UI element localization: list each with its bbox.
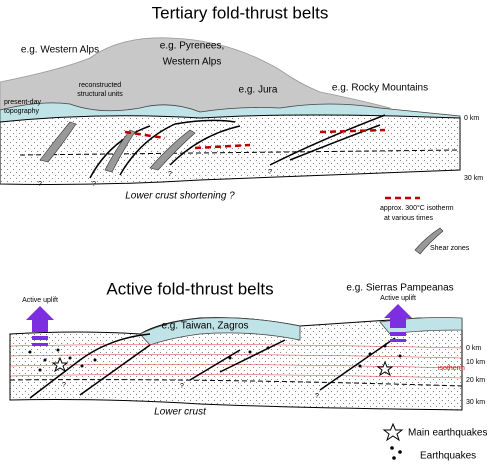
title: Tertiary fold-thrust belts	[152, 3, 329, 22]
uplift-label: Active uplift	[380, 295, 416, 302]
depth-label: 10 km	[466, 359, 485, 366]
sediment-wedge	[139, 317, 301, 346]
question-mark: ?	[315, 393, 319, 400]
lower-crust-boundary	[19, 149, 461, 156]
isotherm-dashes	[124, 128, 386, 150]
earthquakes	[28, 344, 402, 372]
example: e.g. Western Alps	[21, 45, 99, 56]
example: e.g. Pyrenees,	[160, 41, 224, 52]
example: e.g. Jura	[239, 85, 278, 96]
legend-dots	[390, 446, 402, 460]
depth-label: 30 km	[466, 399, 485, 406]
faults	[29, 333, 396, 399]
example: e.g. Sierras Pampeanas	[346, 283, 453, 294]
legend-text: Main earthquakes	[408, 428, 487, 439]
question-mark: ?	[268, 169, 272, 176]
depth-label: 30 km	[464, 175, 483, 182]
note: topography	[4, 108, 40, 115]
isotherm-label: isotherm	[438, 365, 465, 372]
legend-text: approx. 300°C isotherm	[380, 204, 454, 212]
thrusts	[89, 114, 386, 179]
legend-text: Earthquakes	[420, 451, 476, 462]
crust-label: Lower crust shortening ?	[125, 191, 235, 202]
title: Active fold-thrust belts	[106, 279, 273, 298]
legend-text: Shear zones	[430, 245, 470, 252]
example: e.g. Rocky Mountains	[332, 83, 428, 94]
crust-label: Lower crust	[154, 407, 207, 418]
question-mark: ?	[92, 181, 96, 188]
top-panel: Tertiary fold-thrust belts e.g. Western …	[0, 3, 483, 255]
question-mark: ?	[38, 181, 42, 188]
legend-star	[382, 422, 404, 442]
main-earthquakes	[51, 356, 394, 377]
question-mark: ?	[62, 382, 66, 389]
bottom-panel: Active fold-thrust belts Active uplift A…	[9, 279, 487, 462]
note: structural units	[77, 91, 123, 98]
question-mark: ?	[180, 383, 184, 390]
example: e.g. Taiwan, Zagros	[161, 321, 248, 332]
uplift-label: Active uplift	[22, 297, 58, 304]
depth-label: 0 km	[466, 345, 481, 352]
reconstructed-units	[0, 37, 391, 121]
note: reconstructed	[79, 82, 122, 89]
example: Western Alps	[163, 57, 222, 68]
uplift-arrows	[26, 304, 412, 346]
legend-shear	[414, 227, 444, 255]
question-mark: ?	[168, 171, 172, 178]
depth-label: 0 km	[464, 115, 479, 122]
lower-crust-boundary	[9, 379, 463, 387]
shear-zones	[39, 121, 196, 173]
legend-text: at various times	[384, 215, 434, 222]
depth-label: 20 km	[466, 377, 485, 384]
note: present-day	[4, 99, 41, 106]
